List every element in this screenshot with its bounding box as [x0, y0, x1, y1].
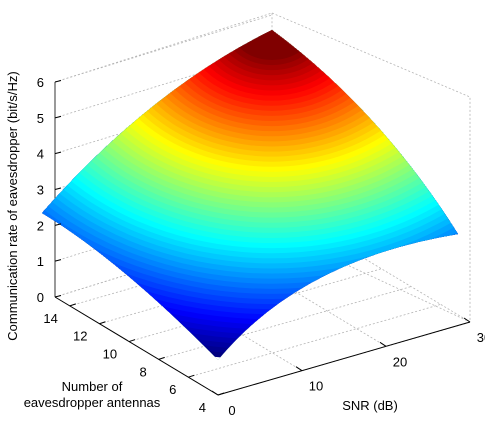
z-grid-line [54, 14, 273, 83]
y-tick [158, 356, 165, 360]
surface [42, 30, 458, 360]
z-tick [54, 259, 62, 262]
tick-marks [54, 80, 471, 396]
y-axis-label-line2: eavesdropper antennas [24, 395, 161, 410]
x-tick-label: 0 [228, 403, 235, 418]
x-axis-label: SNR (dB) [342, 398, 398, 413]
x-tick [295, 366, 303, 372]
z-tick-label: 3 [37, 183, 44, 198]
y-tick [69, 303, 76, 307]
x-tick-label: 10 [309, 379, 323, 394]
y-tick-label: 4 [199, 400, 206, 415]
y-tick [99, 321, 106, 325]
surface-edge [41, 29, 459, 361]
x-tick [211, 390, 219, 396]
z-tick-labels: 0 1 2 3 4 5 6 [37, 75, 44, 305]
z-tick [54, 115, 62, 119]
y-tick-label: 6 [169, 382, 176, 397]
z-tick [54, 295, 62, 298]
x-tick-labels: 0 10 20 30 [228, 330, 485, 418]
y-tick [188, 374, 195, 378]
x-tick-label: 20 [393, 354, 407, 369]
z-tick-label: 6 [37, 75, 44, 90]
z-tick-label: 5 [37, 111, 44, 126]
z-axis-label: Communication rate of eavesdropper (bit/… [5, 71, 20, 341]
y-tick-label: 14 [43, 311, 57, 326]
z-tick [54, 223, 62, 226]
z-tick-label: 1 [37, 254, 44, 269]
z-tick-label: 0 [37, 290, 44, 305]
z-tick [54, 80, 62, 83]
y-axis-label-line1: Number of [62, 379, 123, 394]
y-tick-label: 12 [73, 329, 87, 344]
z-tick-label: 4 [37, 147, 44, 162]
x-tick-label: 30 [477, 330, 485, 345]
x-tick [463, 317, 471, 323]
front-axes [54, 296, 471, 396]
y-tick-labels: 4 6 8 10 12 14 [43, 311, 206, 415]
z-tick [54, 187, 62, 190]
y-tick-label: 10 [103, 347, 117, 362]
y-tick [128, 339, 136, 343]
z-tick [54, 151, 62, 155]
z-tick-label: 2 [37, 218, 44, 233]
y-tick-label: 8 [139, 364, 146, 379]
y-tick [217, 392, 225, 396]
x-tick [379, 341, 387, 347]
